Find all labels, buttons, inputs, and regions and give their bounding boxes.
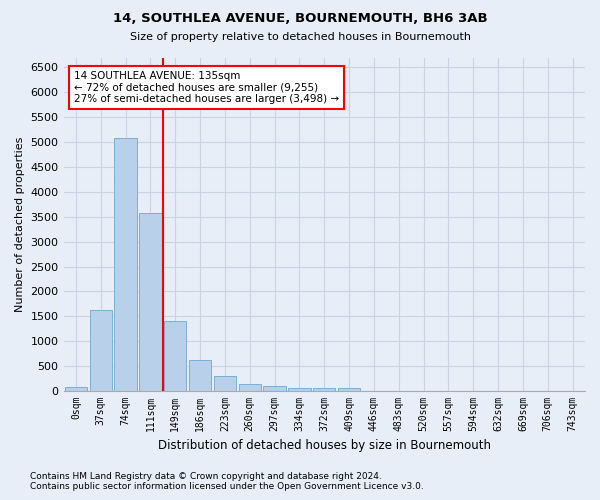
Bar: [338, 388, 360, 391]
X-axis label: Distribution of detached houses by size in Bournemouth: Distribution of detached houses by size …: [158, 440, 491, 452]
Bar: [263, 386, 286, 391]
Text: 14 SOUTHLEA AVENUE: 135sqm
← 72% of detached houses are smaller (9,255)
27% of s: 14 SOUTHLEA AVENUE: 135sqm ← 72% of deta…: [74, 71, 339, 104]
Text: Contains public sector information licensed under the Open Government Licence v3: Contains public sector information licen…: [30, 482, 424, 491]
Bar: [239, 384, 261, 391]
Bar: [139, 213, 161, 391]
Text: Contains HM Land Registry data © Crown copyright and database right 2024.: Contains HM Land Registry data © Crown c…: [30, 472, 382, 481]
Bar: [214, 376, 236, 391]
Y-axis label: Number of detached properties: Number of detached properties: [15, 136, 25, 312]
Bar: [164, 322, 187, 391]
Bar: [89, 310, 112, 391]
Bar: [288, 388, 311, 391]
Bar: [189, 360, 211, 391]
Text: 14, SOUTHLEA AVENUE, BOURNEMOUTH, BH6 3AB: 14, SOUTHLEA AVENUE, BOURNEMOUTH, BH6 3A…: [113, 12, 487, 26]
Bar: [313, 388, 335, 391]
Bar: [65, 388, 87, 391]
Bar: [115, 138, 137, 391]
Text: Size of property relative to detached houses in Bournemouth: Size of property relative to detached ho…: [130, 32, 470, 42]
